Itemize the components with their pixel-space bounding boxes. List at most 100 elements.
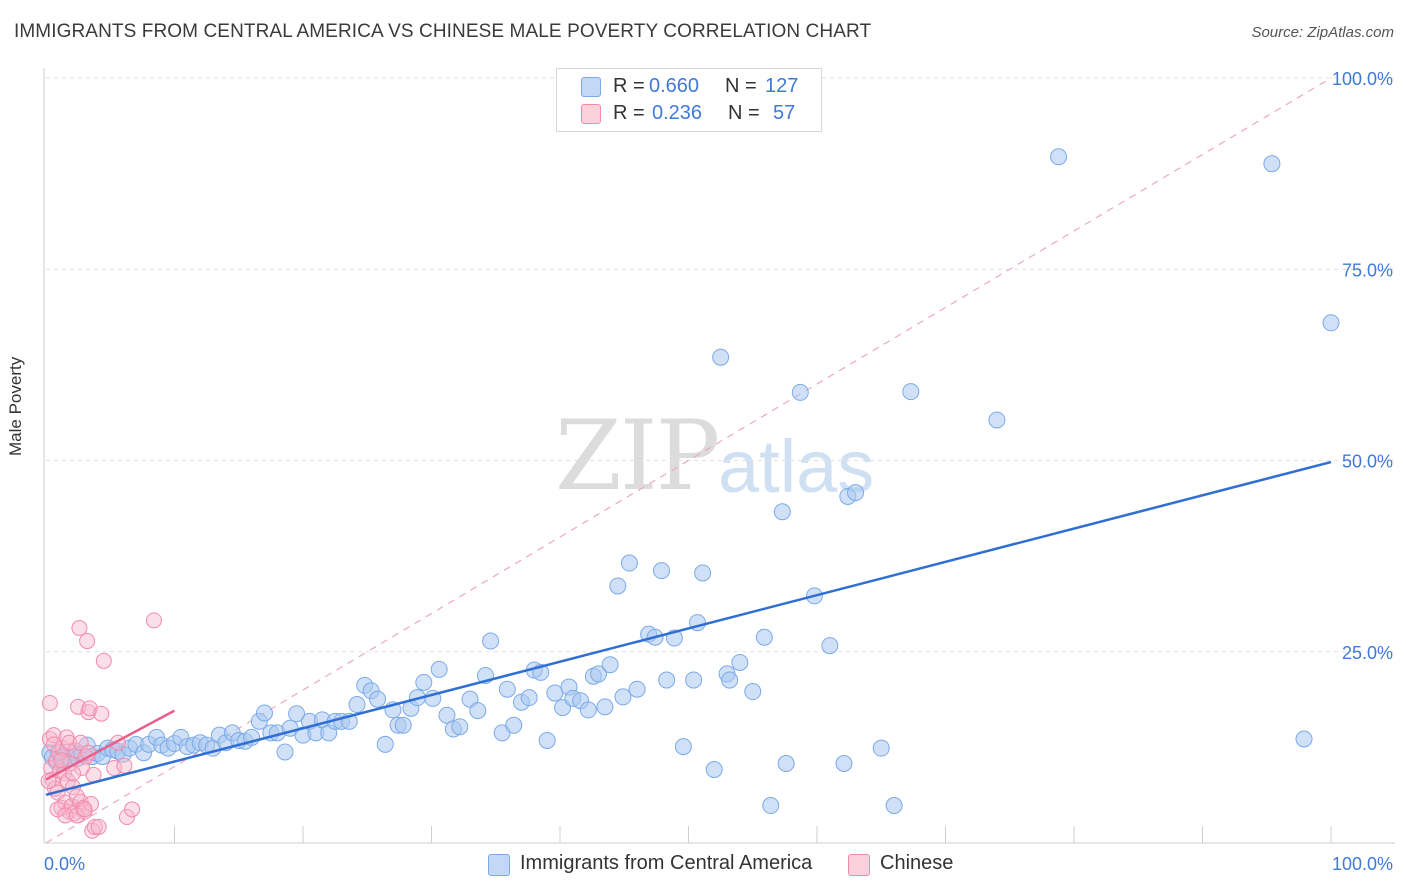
point-central-america [773,503,791,521]
point-central-america [705,761,723,779]
point-central-america [376,735,394,753]
point-central-america [835,754,853,772]
point-central-america [721,671,739,689]
watermark-zip: ZIP [555,400,720,512]
stats-r-value: 0.660 [649,75,700,97]
point-chinese [57,807,74,824]
stats-n-label: N = [728,102,760,124]
point-central-america [872,739,890,757]
point-central-america [369,690,387,708]
point-chinese [79,633,96,650]
point-central-america [498,680,516,698]
legend-label-chinese: Chinese [880,852,954,874]
legend-swatch-central-america [488,854,510,876]
point-chinese [61,734,78,751]
point-central-america [885,797,903,815]
point-central-america [482,632,500,650]
point-chinese [82,795,99,812]
point-central-america [685,671,703,689]
stats-box: R = 0.660 N = 127 R = 0.236 N = 57 [556,68,822,132]
point-central-america [658,671,676,689]
y-tick-label: 25.0% [1342,643,1393,663]
point-central-america [988,411,1006,429]
point-central-america [520,689,538,707]
x-tick-label-min: 0.0% [44,854,85,874]
point-central-america [1295,730,1313,748]
point-central-america [255,704,273,722]
point-central-america [1263,155,1281,173]
point-chinese [54,740,71,757]
point-central-america [609,577,627,595]
point-central-america [821,637,839,655]
chart-title: IMMIGRANTS FROM CENTRAL AMERICA VS CHINE… [14,21,872,42]
stats-r-value: 0.236 [652,102,703,124]
point-central-america [762,797,780,815]
point-central-america [348,696,366,714]
point-chinese [41,695,58,712]
point-central-america [415,673,433,691]
point-chinese [45,727,62,744]
y-tick-label: 75.0% [1342,260,1393,280]
point-central-america [847,484,865,502]
point-chinese [90,818,107,835]
stats-n-value: 127 [765,75,799,97]
point-central-america [288,705,306,723]
point-central-america [596,698,614,716]
point-central-america [276,743,294,761]
point-central-america [538,731,556,749]
legend-swatch-chinese [848,854,870,876]
point-chinese [106,760,123,777]
point-chinese [116,757,133,774]
y-axis-label: Male Poverty [6,356,25,456]
point-chinese [86,818,103,835]
point-chinese [53,752,70,769]
point-central-america [601,656,619,674]
point-central-america [628,680,646,698]
point-chinese [70,698,87,715]
point-central-america [620,554,638,572]
stats-swatch-chinese [581,104,601,124]
point-central-america [579,701,597,719]
point-chinese [93,705,110,722]
point-central-america [1322,314,1340,332]
point-central-america [744,683,762,701]
legend-label-central-america: Immigrants from Central America [520,852,813,874]
stats-r-label: R = [613,102,645,124]
source-credit: Source: ZipAtlas.com [1251,24,1394,41]
point-central-america [712,348,730,366]
point-central-america [430,660,448,678]
point-chinese [45,736,62,753]
point-chinese [124,801,141,818]
stats-swatch-central-america [581,77,601,97]
point-chinese [71,620,88,637]
point-chinese [76,801,93,818]
point-central-america [394,716,412,734]
trendline-chinese [45,709,176,781]
y-tick-label: 50.0% [1342,452,1393,472]
point-central-america [451,718,469,736]
point-chinese [118,808,135,825]
point-central-america [731,653,749,671]
point-central-america [614,688,632,706]
point-central-america [694,564,712,582]
stats-n-label: N = [725,75,757,97]
point-central-america [469,702,487,720]
point-central-america [674,738,692,756]
point-chinese [145,612,162,629]
point-chinese [95,652,112,669]
point-central-america [777,754,795,772]
y-tick-label: 100.0% [1332,69,1393,89]
point-central-america [590,665,608,683]
x-tick-label-max: 100.0% [1332,854,1393,874]
stats-n-value: 57 [773,102,796,124]
point-central-america [438,706,456,724]
stats-r-label: R = [613,75,645,97]
point-central-america [505,716,523,734]
trendline-central-america [45,460,1332,797]
point-central-america [902,383,920,401]
point-central-america [653,562,671,580]
point-central-america [1050,148,1068,166]
point-central-america [755,628,773,646]
point-central-america [546,684,564,702]
